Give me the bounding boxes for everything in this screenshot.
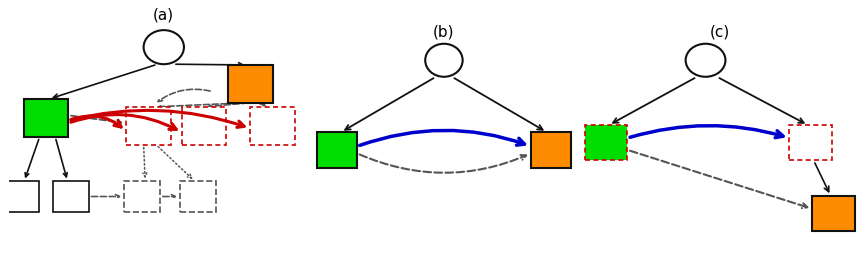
Circle shape	[424, 44, 462, 77]
FancyArrowPatch shape	[159, 103, 245, 108]
FancyArrowPatch shape	[612, 78, 694, 123]
FancyArrowPatch shape	[71, 114, 177, 129]
FancyArrowPatch shape	[719, 78, 802, 123]
FancyArrowPatch shape	[143, 148, 146, 177]
FancyArrowPatch shape	[71, 116, 121, 127]
FancyArrowPatch shape	[56, 139, 67, 177]
Bar	[53, 181, 89, 212]
Bar	[584, 125, 627, 160]
FancyArrowPatch shape	[25, 139, 39, 177]
Bar	[811, 196, 854, 231]
FancyArrowPatch shape	[208, 103, 248, 108]
Bar	[3, 181, 39, 212]
Bar	[317, 132, 356, 168]
Text: (c): (c)	[709, 25, 729, 40]
FancyArrowPatch shape	[454, 78, 542, 130]
Bar	[126, 107, 170, 145]
FancyArrowPatch shape	[71, 110, 244, 127]
Bar	[228, 65, 273, 103]
Bar	[530, 132, 570, 168]
Bar	[180, 181, 215, 212]
FancyArrowPatch shape	[359, 155, 525, 173]
Bar	[182, 107, 226, 145]
Bar	[789, 125, 831, 160]
Bar	[23, 99, 68, 137]
FancyArrowPatch shape	[53, 65, 155, 98]
FancyArrowPatch shape	[71, 116, 121, 124]
Text: (b): (b)	[433, 25, 454, 40]
FancyArrowPatch shape	[91, 195, 120, 198]
FancyArrowPatch shape	[158, 146, 191, 178]
FancyArrowPatch shape	[814, 163, 827, 192]
Text: (a): (a)	[153, 8, 174, 23]
FancyArrowPatch shape	[259, 102, 264, 106]
FancyArrowPatch shape	[158, 89, 210, 101]
Circle shape	[684, 44, 725, 77]
FancyArrowPatch shape	[176, 63, 243, 67]
Circle shape	[144, 30, 183, 64]
Bar	[250, 107, 294, 145]
FancyArrowPatch shape	[629, 151, 807, 208]
FancyArrowPatch shape	[359, 130, 523, 145]
FancyArrowPatch shape	[344, 78, 433, 130]
FancyArrowPatch shape	[163, 195, 175, 198]
FancyArrowPatch shape	[629, 126, 782, 138]
Bar	[124, 181, 160, 212]
